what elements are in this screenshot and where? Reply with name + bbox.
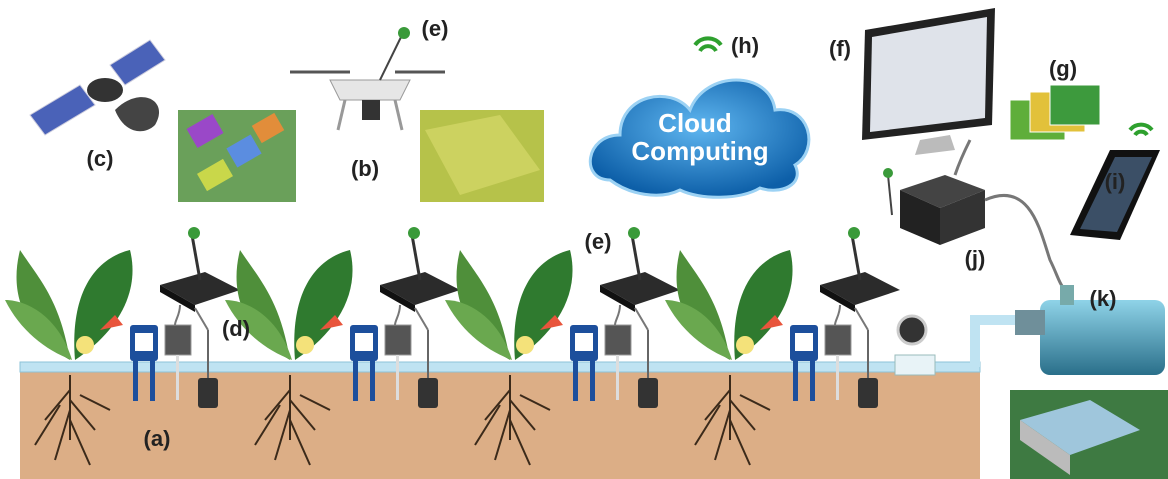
label-k: (k) <box>1090 286 1117 311</box>
label-j: (j) <box>965 246 986 271</box>
soil <box>20 372 980 479</box>
label-f: (f) <box>829 36 851 61</box>
drone <box>290 27 445 131</box>
label-e-drone: (e) <box>422 16 449 41</box>
satellite-image-patches <box>186 112 285 192</box>
cloud-text: Computing <box>631 136 768 166</box>
map-stack <box>1009 84 1101 141</box>
flow-meter <box>894 314 936 376</box>
label-i: (i) <box>1105 169 1126 194</box>
cloud-text: Cloud <box>658 108 732 138</box>
monitor <box>862 8 995 155</box>
smartphone <box>1070 122 1160 240</box>
cloud <box>588 36 811 199</box>
label-b: (b) <box>351 156 379 181</box>
reservoir <box>1010 390 1168 479</box>
label-d: (d) <box>222 316 250 341</box>
pump <box>1015 285 1165 375</box>
label-c: (c) <box>87 146 114 171</box>
satellite <box>29 39 166 136</box>
gateway <box>883 139 1071 292</box>
drone-image-field <box>425 115 540 195</box>
label-e-node: (e) <box>585 229 612 254</box>
label-a: (a) <box>144 426 171 451</box>
label-h: (h) <box>731 33 759 58</box>
label-g: (g) <box>1049 56 1077 81</box>
